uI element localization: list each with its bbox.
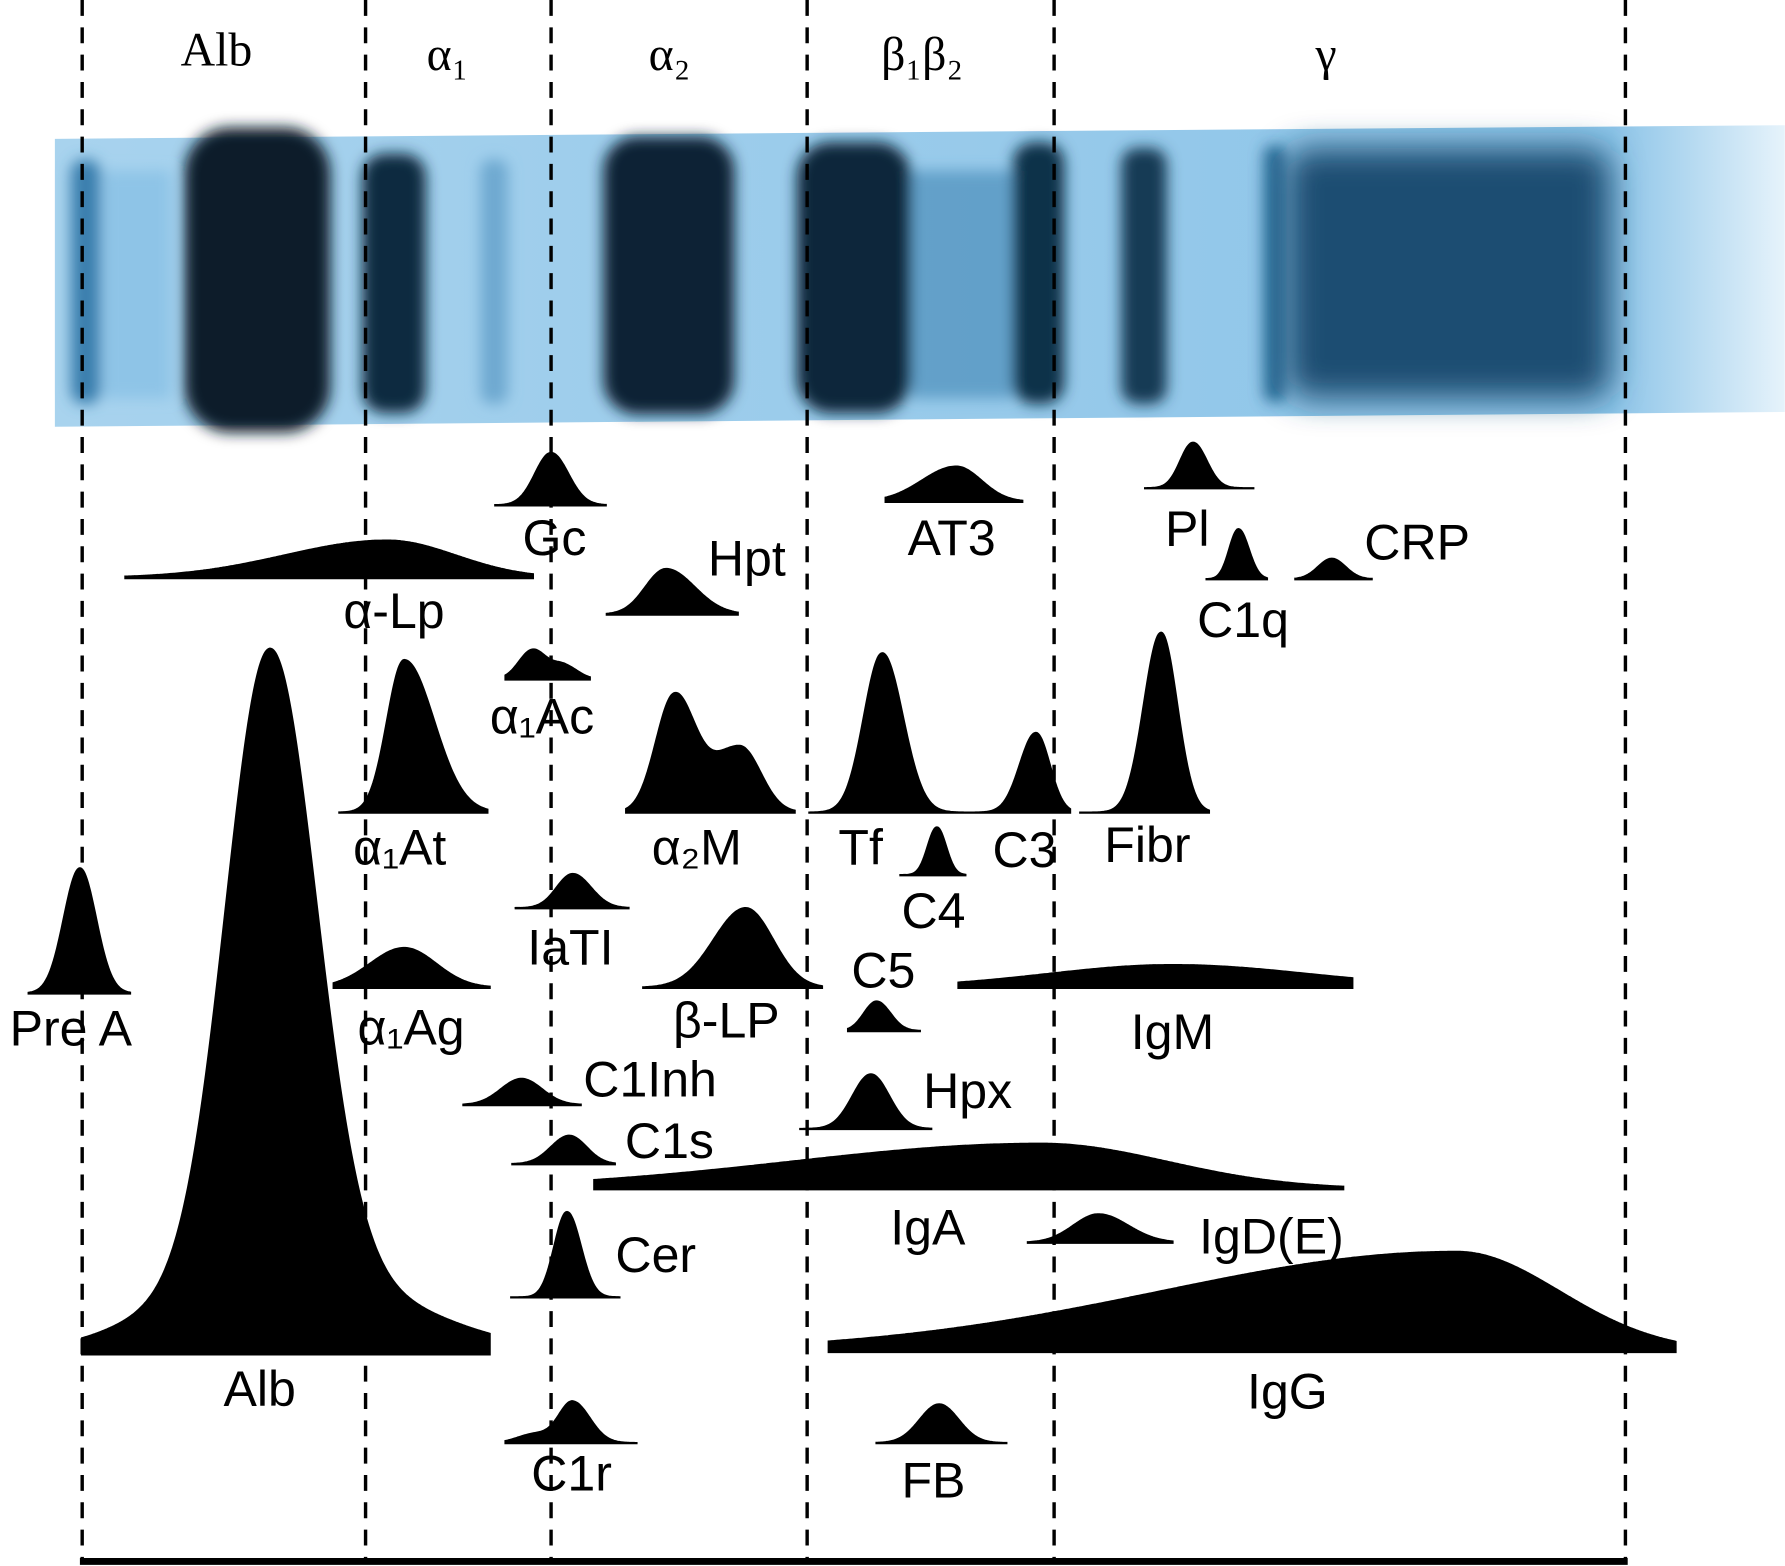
protein-label: C4: [901, 883, 965, 939]
protein-label: IgG: [1247, 1364, 1328, 1420]
protein-label: C5: [851, 942, 915, 998]
protein-label: IaTI: [527, 920, 613, 976]
protein-peak: [605, 567, 739, 616]
protein-peak: [1294, 557, 1373, 581]
protein-label: C1Inh: [583, 1052, 717, 1108]
protein-label: Tf: [838, 820, 883, 876]
protein-label: C3: [993, 822, 1057, 878]
zone-labels: Alb α₁ α₂ β₁β₂ γ: [181, 24, 1337, 82]
zone-label: Alb: [181, 24, 253, 77]
protein-label: C1s: [625, 1113, 714, 1169]
protein-label: Gc: [522, 510, 586, 566]
zone-label: β₁β₂: [881, 28, 963, 81]
protein-label: β-LP: [673, 992, 780, 1048]
protein-peak: [875, 1403, 1008, 1445]
protein-label: α₂M: [652, 820, 742, 876]
protein-label: α-Lp: [343, 583, 444, 639]
protein-label: Hpx: [923, 1063, 1012, 1119]
protein-peak: [808, 652, 1072, 814]
protein-peak: [642, 907, 824, 989]
protein-peak: [827, 1250, 1677, 1354]
protein-label: α₁At: [353, 820, 446, 876]
protein-label: Cer: [615, 1227, 696, 1283]
protein-peak: [1079, 631, 1211, 814]
zone-label: γ: [1315, 28, 1337, 81]
protein-label: FB: [901, 1452, 965, 1508]
protein-label: Pre A: [10, 1000, 133, 1056]
protein-label: CRP: [1364, 514, 1470, 570]
protein-label: Alb: [224, 1361, 296, 1417]
protein-peak: [504, 648, 591, 681]
protein-peak: [27, 867, 132, 995]
protein-peak: [593, 1142, 1345, 1191]
protein-label: IgA: [890, 1200, 966, 1256]
protein-peak: [899, 826, 967, 877]
protein-peaks: [27, 441, 1677, 1445]
protein-label: C1r: [531, 1445, 612, 1501]
protein-peak: [332, 946, 491, 989]
protein-label: IgM: [1131, 1004, 1214, 1060]
protein-peak: [338, 658, 489, 814]
protein-label: AT3: [908, 510, 996, 566]
zone-label: α₂: [649, 28, 691, 81]
protein-peak: [124, 539, 535, 580]
protein-peak: [494, 451, 607, 507]
protein-peak: [462, 1077, 582, 1107]
gel-strip: [54, 125, 1785, 433]
protein-peak: [1026, 1213, 1174, 1244]
protein-peak: [957, 963, 1354, 989]
protein-peak: [81, 647, 491, 1356]
protein-label: IgD(E): [1199, 1209, 1344, 1265]
protein-labels: Gc α-Lp Hpt AT3 Pl C1q CRP α₁Ac α₁At α₂M Tf C3 Fibr C…: [10, 501, 1470, 1508]
protein-label: α₁Ag: [358, 999, 465, 1055]
protein-peak: [625, 691, 796, 814]
protein-peak: [510, 1210, 621, 1299]
protein-peak: [511, 1134, 616, 1166]
protein-peak: [884, 465, 1024, 504]
protein-label: α₁Ac: [490, 689, 594, 745]
protein-peak: [799, 1073, 933, 1131]
protein-peak: [1144, 441, 1255, 490]
protein-peak: [514, 872, 630, 910]
protein-peak: [504, 1400, 638, 1445]
protein-peak: [1205, 528, 1269, 581]
protein-label: Fibr: [1104, 817, 1190, 873]
protein-label: Pl: [1165, 501, 1210, 557]
protein-label: C1q: [1197, 592, 1289, 648]
protein-label: Hpt: [708, 530, 786, 586]
zone-label: α₁: [427, 28, 469, 81]
protein-peak: [846, 1000, 921, 1033]
